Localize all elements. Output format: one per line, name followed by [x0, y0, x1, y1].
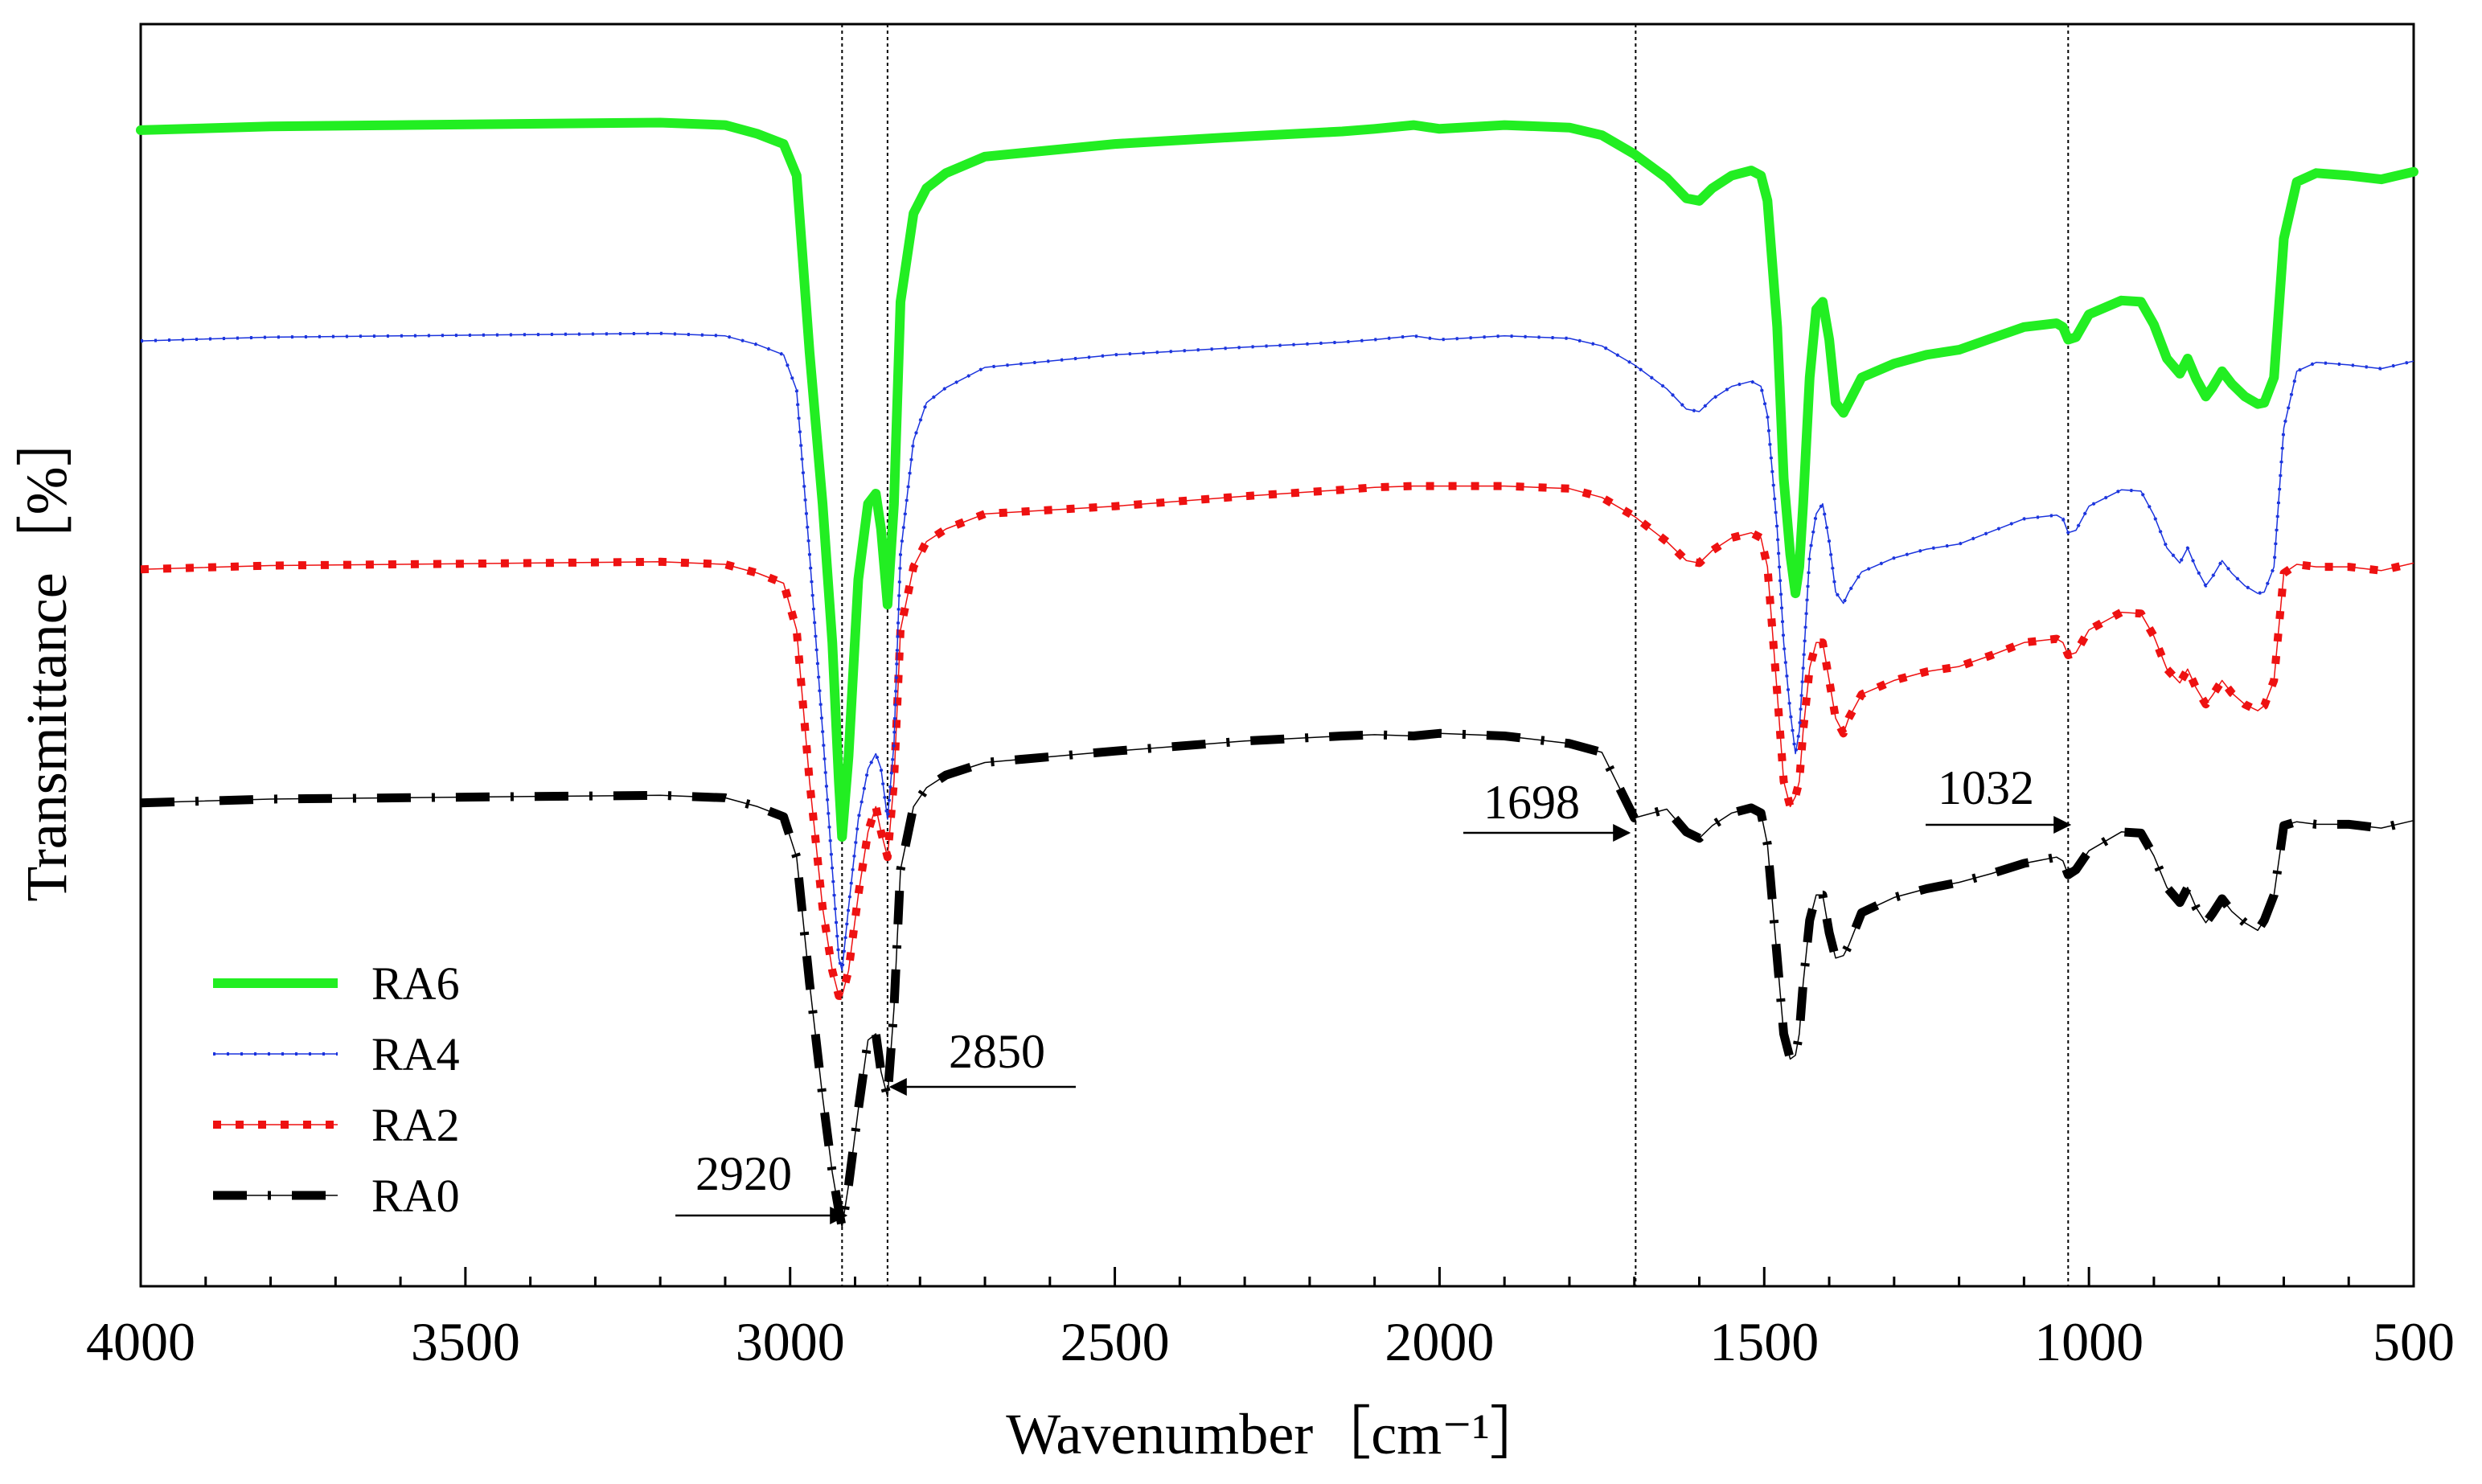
series-thin-line-ra0 — [140, 732, 2414, 1228]
legend: RA6 RA4 RA2 RA0 — [213, 957, 460, 1222]
x-axis-title: Wavenumber［cm⁻¹］ — [1006, 1402, 1548, 1466]
legend-label-ra6: RA6 — [371, 957, 460, 1010]
annotation-label: 1698 — [1483, 776, 1580, 829]
x-tick-label: 3000 — [736, 1311, 845, 1372]
plot-frame — [139, 23, 2415, 1288]
series-line-ra0 — [140, 728, 2415, 1232]
annotations: 2920 2850 1698 1032 — [675, 761, 2072, 1224]
legend-label-ra4: RA4 — [371, 1028, 460, 1080]
annotation-label: 2850 — [949, 1025, 1045, 1078]
x-tick-label: 2500 — [1060, 1311, 1170, 1372]
series-line-ra6 — [136, 117, 2418, 842]
annotation-label: 1032 — [1938, 761, 2034, 814]
x-tick-label: 1500 — [1709, 1311, 1819, 1372]
x-tick-label: 3500 — [411, 1311, 520, 1372]
annotation-label: 2920 — [695, 1147, 792, 1200]
legend-label-ra2: RA2 — [371, 1099, 460, 1151]
x-tick-label: 2000 — [1385, 1311, 1494, 1372]
x-tick-label: 500 — [2373, 1311, 2455, 1372]
series-line-ra2 — [140, 482, 2415, 1000]
x-tick-label: 4000 — [86, 1311, 195, 1372]
y-axis-title: Transmittance［%］ — [14, 408, 79, 901]
x-axis-ticks: 4000 3500 3000 2500 2000 1500 1000 500 — [86, 1267, 2455, 1372]
series-thin-line-ra4 — [140, 332, 2414, 972]
legend-label-ra0: RA0 — [371, 1170, 460, 1222]
series-layer — [136, 117, 2418, 1232]
reference-lines — [841, 24, 2070, 1286]
x-tick-label: 1000 — [2034, 1311, 2144, 1372]
